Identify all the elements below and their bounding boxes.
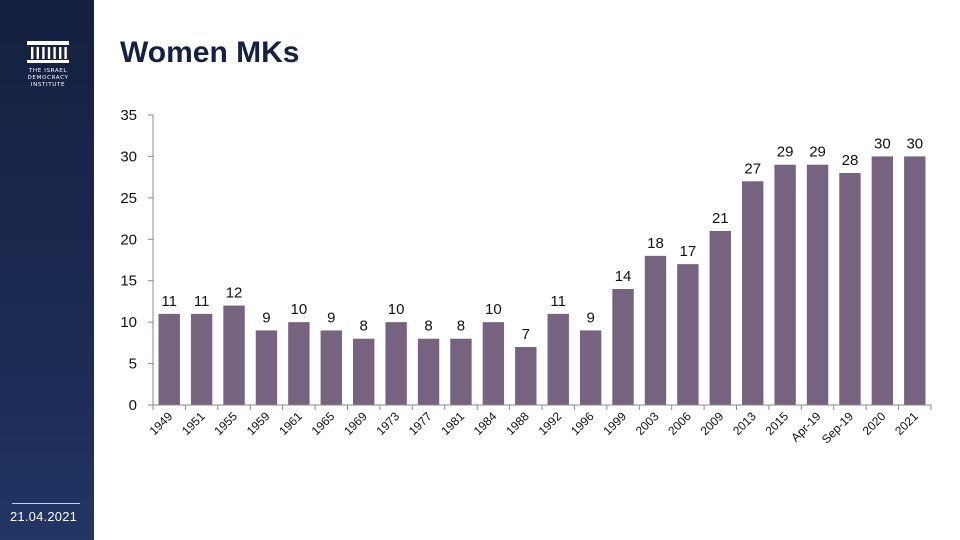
y-tick-label: 10 <box>120 314 137 331</box>
x-tick-label: 1988 <box>503 409 532 438</box>
data-label: 8 <box>457 318 465 335</box>
bar-1951 <box>190 313 213 405</box>
bar-Sep-19 <box>839 173 861 405</box>
x-tick-label: 1984 <box>471 409 500 438</box>
x-tick-label: 1959 <box>244 409 273 438</box>
x-tick-label: 1992 <box>536 409 565 438</box>
bar-1999 <box>612 289 634 405</box>
data-label: 30 <box>906 135 923 152</box>
bar-1955 <box>223 305 245 405</box>
data-label: 9 <box>586 309 594 326</box>
institute-logo: THE ISRAEL DEMOCRACY INSTITUTE <box>22 40 74 89</box>
data-label: 10 <box>291 301 308 318</box>
x-tick-label: 1977 <box>406 409 435 438</box>
data-label: 9 <box>327 309 335 326</box>
x-tick-label: 1951 <box>179 409 208 438</box>
bar-2015 <box>774 164 796 405</box>
y-axis: 0 5 10 15 20 25 30 35 <box>120 107 154 414</box>
x-tick-label: 2003 <box>633 409 662 438</box>
bar-1984 <box>482 322 505 405</box>
bar-2006 <box>677 264 699 405</box>
bar-Apr-19 <box>806 164 829 405</box>
bar-1969 <box>353 338 375 405</box>
x-tick-label: 1996 <box>568 409 597 438</box>
y-tick-label: 15 <box>120 273 137 290</box>
data-label: 8 <box>360 318 368 335</box>
bar-1988 <box>515 347 537 405</box>
data-label: 27 <box>744 160 761 177</box>
data-label: 29 <box>777 144 794 161</box>
x-tick-label: 1961 <box>276 409 305 438</box>
data-label: 12 <box>226 285 243 302</box>
data-label: 9 <box>262 309 270 326</box>
x-tick-label: Sep-19 <box>819 409 856 446</box>
slide-date: 21.04.2021 <box>10 509 78 524</box>
institute-pillars-icon <box>27 41 69 63</box>
data-label: 7 <box>522 326 530 343</box>
data-label: 17 <box>680 243 697 260</box>
data-label: 21 <box>712 210 729 227</box>
x-tick-label: 1999 <box>600 409 629 438</box>
x-tick-label: 1969 <box>341 409 370 438</box>
data-label: 14 <box>615 268 632 285</box>
bar-1949 <box>158 313 180 405</box>
y-tick-label: 30 <box>120 148 137 165</box>
bar-1992 <box>547 313 569 405</box>
y-tick-label: 0 <box>129 397 137 414</box>
bar-2013 <box>742 181 764 405</box>
bar-1961 <box>288 322 310 405</box>
x-tick-label: 2013 <box>730 409 759 438</box>
y-tick-label: 25 <box>120 190 137 207</box>
bar-2003 <box>644 255 667 405</box>
y-tick-label: 35 <box>120 107 137 124</box>
sidebar: THE ISRAEL DEMOCRACY INSTITUTE 21.04.202… <box>0 0 94 540</box>
x-tick-label: 1965 <box>309 409 338 438</box>
x-tick-label: 2006 <box>665 409 694 438</box>
x-axis: 1949 1951 1955 1959 1961 1965 1969 1973 1977 1981… <box>147 404 932 446</box>
bar-1973 <box>385 322 407 405</box>
bars: 11 11 12 9 10 9 8 10 8 8 10 7 11 9 14 18 17 21 27 29 29 28 30 3… <box>158 135 926 405</box>
data-label: 30 <box>874 135 891 152</box>
x-tick-label: 1973 <box>373 409 402 438</box>
x-tick-label: 2015 <box>762 409 791 438</box>
x-tick-label: 2020 <box>860 409 889 438</box>
y-tick-label: 5 <box>129 356 137 373</box>
bar-1981 <box>450 338 472 405</box>
bar-1977 <box>417 338 440 405</box>
data-label: 18 <box>647 235 664 252</box>
slide-title: Women MKs <box>120 36 300 69</box>
bar-1959 <box>255 330 278 405</box>
x-tick-label: 1955 <box>211 409 240 438</box>
logo-text: THE ISRAEL DEMOCRACY INSTITUTE <box>27 68 69 88</box>
bar-2009 <box>709 231 731 405</box>
data-label: 11 <box>161 293 177 310</box>
x-tick-label: 1981 <box>438 409 467 438</box>
data-label: 10 <box>485 301 502 318</box>
x-tick-label: 2021 <box>892 409 921 438</box>
data-label: 8 <box>424 318 432 335</box>
data-label: 29 <box>809 144 826 161</box>
bar-2021 <box>904 156 926 405</box>
data-label: 11 <box>194 293 210 310</box>
x-tick-label: 1949 <box>147 409 176 438</box>
bar-1965 <box>320 330 342 405</box>
bar-2020 <box>871 156 894 405</box>
data-label: 28 <box>842 152 859 169</box>
date-divider <box>12 503 80 504</box>
x-tick-label: Apr-19 <box>788 409 824 445</box>
y-tick-label: 20 <box>120 231 137 248</box>
data-label: 10 <box>388 301 405 318</box>
bar-1996 <box>579 330 602 405</box>
data-label: 11 <box>550 293 566 310</box>
x-tick-label: 2009 <box>698 409 727 438</box>
